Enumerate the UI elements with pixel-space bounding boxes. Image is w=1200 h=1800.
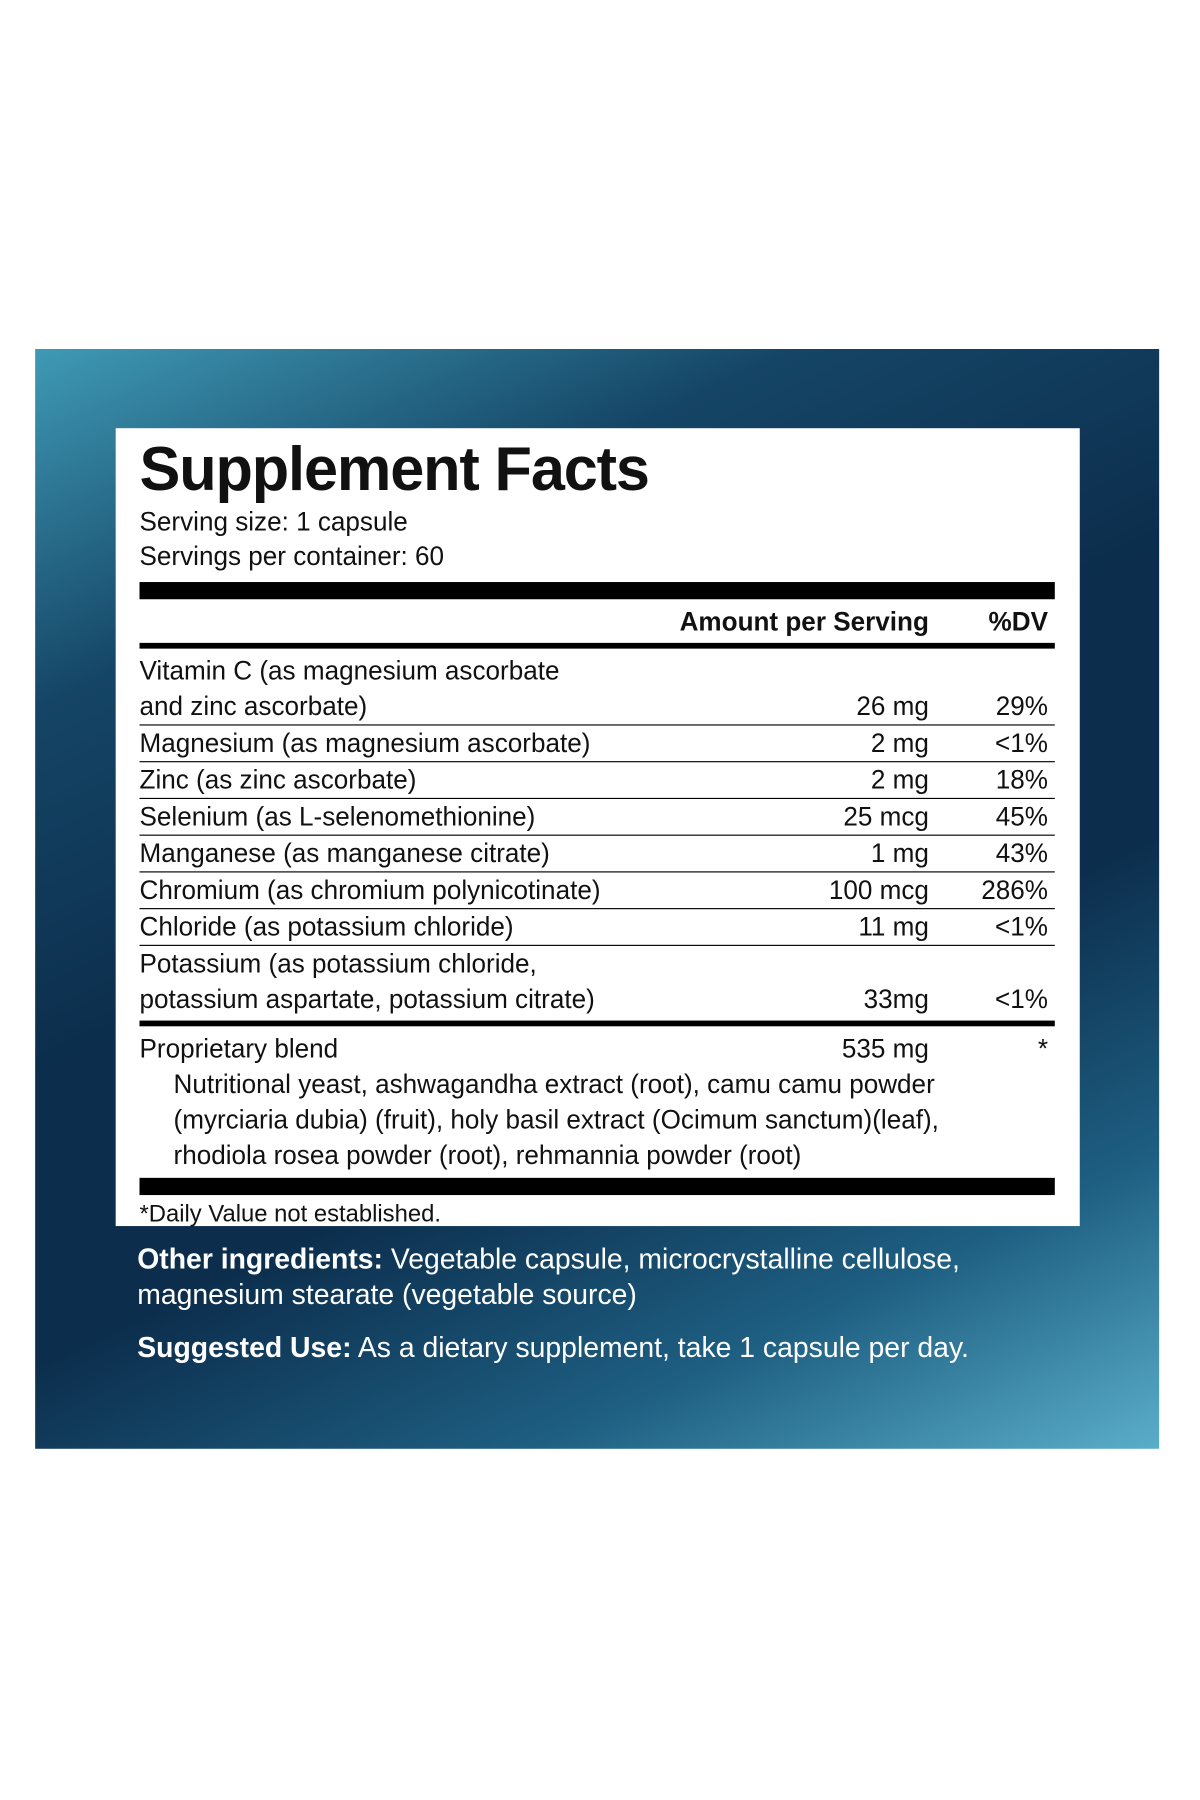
table-row: Potassium (as potassium chloride, potassi…	[140, 946, 1055, 1017]
nutrient-name: Chromium (as chromium polynicotinate)	[140, 872, 703, 908]
name-line: Chloride (as potassium chloride)	[139, 911, 514, 942]
table-header: Amount per Serving %DV	[140, 599, 1055, 643]
amount: 2 mg	[870, 764, 929, 795]
table-rows: Vitamin C (as magnesium ascorbate and zin…	[139, 649, 1055, 1018]
daily-value: <1%	[995, 727, 1049, 758]
daily-value: 45%	[995, 801, 1049, 832]
ingredient-line: rhodiola rosea powder (root), rehmannia …	[173, 1139, 802, 1170]
daily-value: 29%	[995, 691, 1049, 721]
servings-per-container: Servings per container: 60	[139, 540, 445, 571]
blend-ingredients: Nutritional yeast, ashwagandha extract (…	[140, 1066, 1055, 1177]
name-line: Vitamin C (as magnesium ascorbate	[139, 655, 560, 686]
table-row: Zinc (as zinc ascorbate) 2 mg 18%	[139, 762, 1055, 800]
nutrient-name: Manganese (as manganese citrate)	[140, 836, 703, 872]
nutrient-name: Selenium (as L-selenomethionine)	[140, 799, 703, 835]
table-row: Chromium (as chromium polynicotinate) 100…	[139, 872, 1055, 910]
daily-value: 43%	[995, 838, 1049, 868]
nutrient-name: Vitamin C (as magnesium ascorbate and zin…	[140, 653, 703, 724]
amount: 100 mcg	[828, 874, 929, 905]
title: Supplement Facts	[139, 435, 650, 504]
daily-value: 286%	[981, 874, 1049, 905]
label: Suggested Use:	[137, 1331, 352, 1364]
nutrient-name: Chloride (as potassium chloride)	[140, 909, 703, 945]
name-line: and zinc ascorbate)	[139, 691, 368, 721]
table-row: Vitamin C (as magnesium ascorbate and zin…	[139, 653, 1055, 726]
serving-size: Serving size: 1 capsule	[139, 506, 408, 537]
daily-value: <1%	[995, 983, 1049, 1014]
footnote: *Daily Value not established.	[139, 1200, 441, 1228]
name-line: Selenium (as L-selenomethionine)	[139, 801, 536, 832]
table-row: Manganese (as manganese citrate) 1 mg 43%	[139, 836, 1055, 873]
blend-name: Proprietary blend	[139, 1033, 339, 1064]
table-row: Chloride (as potassium chloride) 11 mg <1%	[139, 909, 1055, 946]
name-line: Chromium (as chromium polynicotinate)	[139, 874, 601, 905]
name-line: Zinc (as zinc ascorbate)	[139, 764, 417, 795]
facts-content: Supplement Facts Serving size: 1 capsule…	[139, 435, 1055, 1234]
blend-dv: *	[1037, 1033, 1049, 1064]
amount: 1 mg	[870, 838, 929, 868]
label: Other ingredients:	[137, 1243, 384, 1276]
ingredient-line: Nutritional yeast, ashwagandha extract (…	[173, 1068, 935, 1099]
amount: 26 mg	[856, 691, 929, 721]
amount: 25 mcg	[843, 801, 929, 832]
name-line: Potassium (as potassium chloride,	[139, 948, 537, 979]
text: As a dietary supplement, take 1 capsule …	[357, 1331, 969, 1364]
column-header: Amount per Serving	[679, 605, 929, 636]
facts-card: Supplement Facts Serving size: 1 capsule…	[115, 428, 1080, 1227]
name-line: potassium aspartate, potassium citrate)	[139, 983, 595, 1014]
ingredient-line: (myrciaria dubia) (fruit), holy basil ex…	[173, 1104, 939, 1135]
divider	[139, 642, 1055, 649]
daily-value: 18%	[995, 764, 1049, 795]
nutrient-name: Zinc (as zinc ascorbate)	[140, 762, 703, 798]
divider	[139, 582, 1055, 600]
divider	[139, 1020, 1055, 1027]
divider	[139, 1177, 1055, 1196]
amount: 11 mg	[858, 911, 929, 942]
name-line: Manganese (as manganese citrate)	[139, 838, 550, 868]
blend-amount: 535 mg	[841, 1033, 929, 1064]
nutrient-name: Potassium (as potassium chloride, potassi…	[140, 946, 703, 1017]
text: Vegetable capsule, microcrystalline cell…	[137, 1243, 960, 1312]
daily-value: <1%	[995, 911, 1049, 942]
blend-row: Proprietary blend 535 mg *	[140, 1031, 1055, 1067]
name-line: Magnesium (as magnesium ascorbate)	[139, 727, 591, 758]
suggested-use: Suggested Use: As a dietary supplement, …	[137, 1331, 1078, 1367]
table-row: Selenium (as L-selenomethionine) 25 mcg 45…	[139, 799, 1055, 836]
table-row: Magnesium (as magnesium ascorbate) 2 mg <1…	[139, 726, 1055, 763]
nutrient-name: Magnesium (as magnesium ascorbate)	[140, 726, 703, 762]
amount: 33mg	[863, 983, 929, 1014]
other-ingredients: Other ingredients: Vegetable capsule, mi…	[137, 1242, 1078, 1313]
notes: Other ingredients: Vegetable capsule, mi…	[137, 1242, 1078, 1383]
amount: 2 mg	[870, 727, 929, 758]
column-header: %DV	[988, 605, 1049, 636]
